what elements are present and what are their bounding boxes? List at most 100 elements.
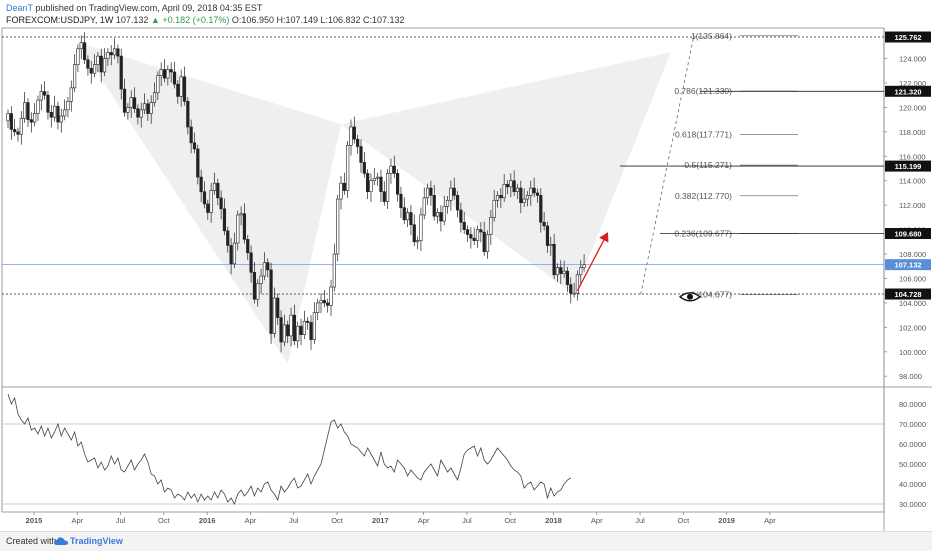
y-tick-label: 102.000 — [899, 323, 926, 332]
candle-down — [246, 239, 250, 254]
footer-bar: Created with TradingView — [0, 531, 932, 551]
candle-up — [312, 312, 316, 340]
oscillator-tick-label: 40.0000 — [899, 480, 926, 489]
candle-up — [239, 213, 243, 216]
candle-up — [449, 187, 453, 201]
publish-info: published on TradingView.com, April 09, … — [35, 3, 263, 13]
candle-up — [76, 48, 80, 65]
candle-down — [56, 105, 60, 123]
x-tick-label: Apr — [764, 516, 776, 525]
candle-up — [386, 173, 390, 202]
x-tick-label: Jul — [462, 516, 472, 525]
fib-label: 0.382(112.770) — [675, 191, 732, 201]
x-tick-label: 2019 — [718, 516, 735, 525]
candle-up — [262, 262, 267, 277]
pattern-triangle-xab — [77, 42, 342, 365]
candle-down — [479, 229, 483, 233]
candle-down — [432, 195, 436, 217]
candle-up — [212, 182, 217, 191]
candle-down — [356, 138, 360, 147]
candle-up — [332, 253, 336, 288]
cloud-logo-icon — [54, 537, 68, 545]
candle-down — [26, 102, 30, 120]
candle-up — [369, 180, 373, 193]
candle-down — [222, 208, 227, 232]
candle-down — [276, 297, 280, 318]
candle-down — [542, 221, 546, 227]
candle-down — [89, 68, 93, 74]
candle-down — [286, 324, 290, 337]
candle-up — [39, 91, 43, 101]
candle-down — [16, 131, 20, 135]
x-tick-label: Apr — [71, 516, 83, 525]
candle-up — [445, 199, 450, 207]
candle-down — [242, 213, 247, 240]
candle-down — [559, 267, 563, 274]
candle-up — [126, 107, 130, 113]
candle-down — [469, 234, 473, 239]
candle-up — [495, 195, 500, 201]
candle-down — [146, 103, 150, 114]
candle-down — [162, 69, 167, 79]
candle-up — [232, 242, 237, 265]
axes: 98.000 100.000 102.000 104.000 106.000 108.00… — [26, 31, 931, 525]
candle-down — [82, 42, 87, 61]
candle-down — [462, 221, 466, 230]
candle-down — [132, 97, 137, 109]
candle-down — [359, 146, 363, 163]
candle-down — [482, 231, 486, 252]
candle-up — [549, 243, 553, 246]
candle-down — [13, 129, 17, 133]
candle-down — [429, 187, 433, 196]
main-pane-frame — [1, 27, 932, 531]
candle-up — [529, 187, 533, 196]
candle-up — [415, 240, 420, 243]
candle-up — [6, 113, 10, 122]
x-tick-label: 2016 — [199, 516, 216, 525]
price-label-box — [885, 85, 931, 97]
candle-up — [63, 109, 67, 117]
candle-down — [322, 300, 326, 304]
candle-down — [362, 162, 366, 174]
x-tick-label: Oct — [158, 516, 171, 525]
candle-down — [249, 252, 253, 273]
price-label-text: 121.320 — [894, 87, 921, 96]
candle-up — [522, 198, 526, 204]
author-link[interactable]: DeanT — [6, 3, 33, 13]
eye-icon — [678, 292, 702, 302]
price-label-text: 104.728 — [894, 290, 921, 299]
candle-up — [23, 102, 27, 119]
chart-header: DeanT published on TradingView.com, Apri… — [6, 2, 405, 26]
candle-down — [122, 88, 127, 113]
candle-down — [292, 314, 296, 342]
candle-down — [299, 325, 303, 335]
oscillator-tick-label: 70.0000 — [899, 420, 926, 429]
candle-up — [575, 274, 580, 294]
candle-down — [229, 245, 233, 265]
candle-down — [216, 182, 220, 199]
candle-down — [29, 119, 33, 123]
y-tick-label: 118.000 — [899, 128, 926, 137]
candle-up — [152, 92, 157, 103]
price-label-text: 125.762 — [894, 33, 921, 42]
candle-down — [392, 165, 396, 174]
harmonic-pattern — [77, 42, 671, 365]
candle-up — [259, 275, 263, 284]
candle-up — [69, 87, 73, 102]
candle-up — [579, 267, 583, 276]
candle-up — [582, 264, 586, 268]
candle-up — [509, 180, 513, 188]
candle-down — [459, 209, 463, 223]
candle-up — [389, 165, 393, 174]
tradingview-brand[interactable]: TradingView — [70, 536, 123, 546]
pattern-triangle-bcd — [341, 52, 671, 295]
candle-up — [209, 190, 213, 213]
candle-up — [92, 64, 97, 74]
candle-down — [552, 243, 556, 276]
x-tick-label: Jul — [289, 516, 299, 525]
candle-down — [169, 69, 173, 73]
candle-up — [502, 184, 506, 199]
chart-canvas[interactable]: 1(125.864)0.786(121.330)0.618(117.771)0.… — [0, 0, 932, 531]
candle-down — [402, 207, 406, 221]
candle-up — [33, 113, 37, 123]
